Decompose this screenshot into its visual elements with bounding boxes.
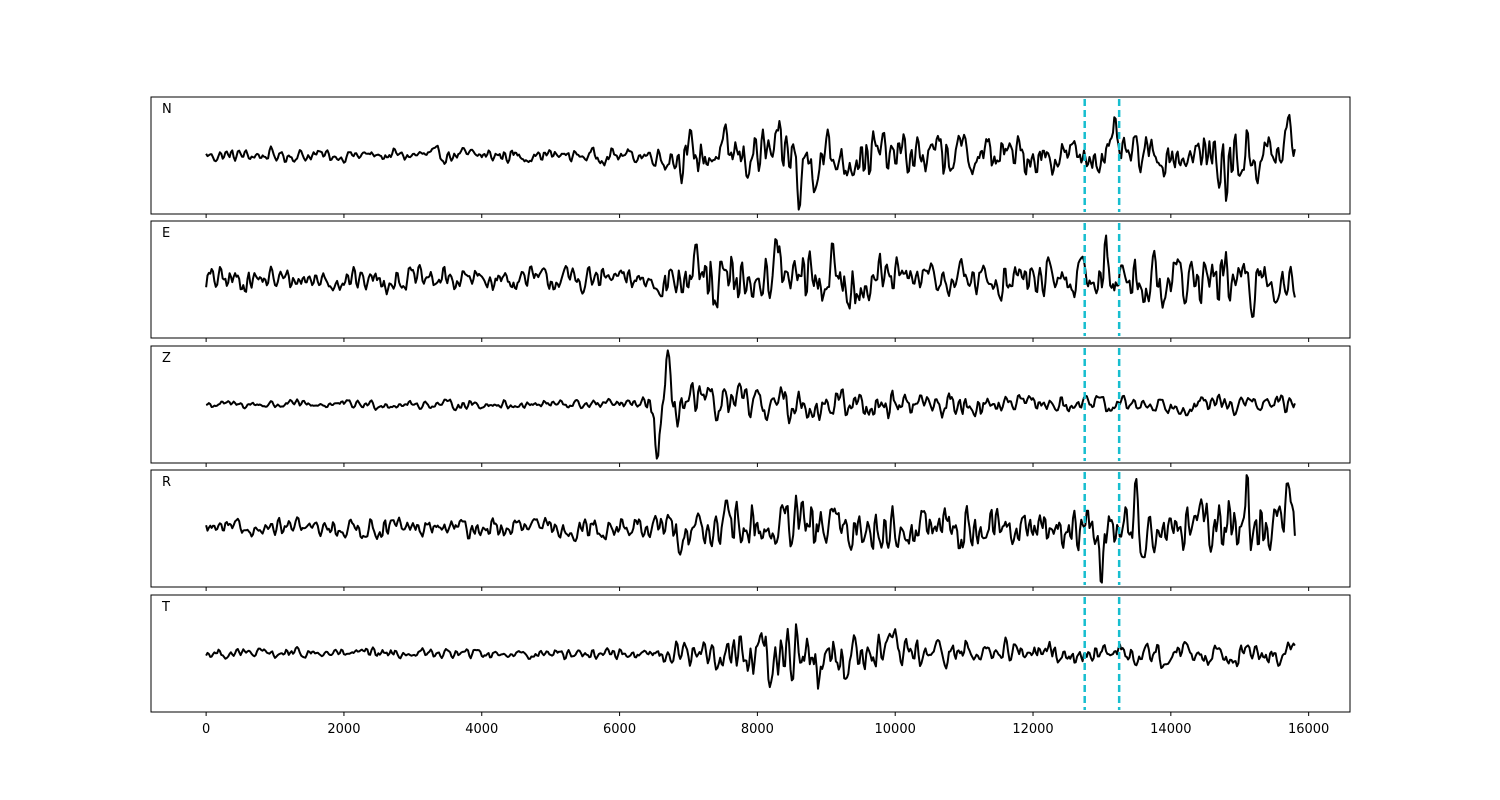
panel-label: Z — [162, 351, 171, 366]
panel-frame — [150, 220, 1351, 339]
trace-line-r — [205, 474, 1296, 584]
panel-t: T — [150, 594, 1351, 716]
panel-z: Z — [150, 345, 1351, 467]
panel-label: N — [162, 102, 172, 117]
x-tick-label: 10000 — [875, 722, 916, 737]
panel-frame — [150, 469, 1351, 588]
x-tick-label: 0 — [202, 722, 210, 737]
trace-line-e — [205, 234, 1296, 318]
panel-label: E — [162, 226, 170, 241]
panels-group: N E Z R T — [150, 96, 1351, 716]
x-tick-label: 6000 — [603, 722, 636, 737]
panel-n: N — [150, 96, 1351, 218]
x-tick-label: 16000 — [1288, 722, 1329, 737]
panel-frame — [150, 594, 1351, 713]
trace-line-z — [205, 349, 1296, 460]
panel-frame — [150, 96, 1351, 215]
trace-line-t — [205, 623, 1296, 690]
trace-line-n — [205, 113, 1296, 211]
x-tick-label: 4000 — [465, 722, 498, 737]
x-axis: 0 2000 4000 6000 8000 10000 12000 14000 16000 — [202, 722, 1329, 737]
x-tick-label: 14000 — [1150, 722, 1191, 737]
panel-r: R — [150, 469, 1351, 591]
x-tick-label: 8000 — [741, 722, 774, 737]
panel-label: T — [161, 600, 170, 615]
panel-label: R — [162, 475, 171, 490]
panel-frame — [150, 345, 1351, 464]
x-tick-label: 12000 — [1012, 722, 1053, 737]
x-tick-label: 2000 — [327, 722, 360, 737]
panel-e: E — [150, 220, 1351, 342]
